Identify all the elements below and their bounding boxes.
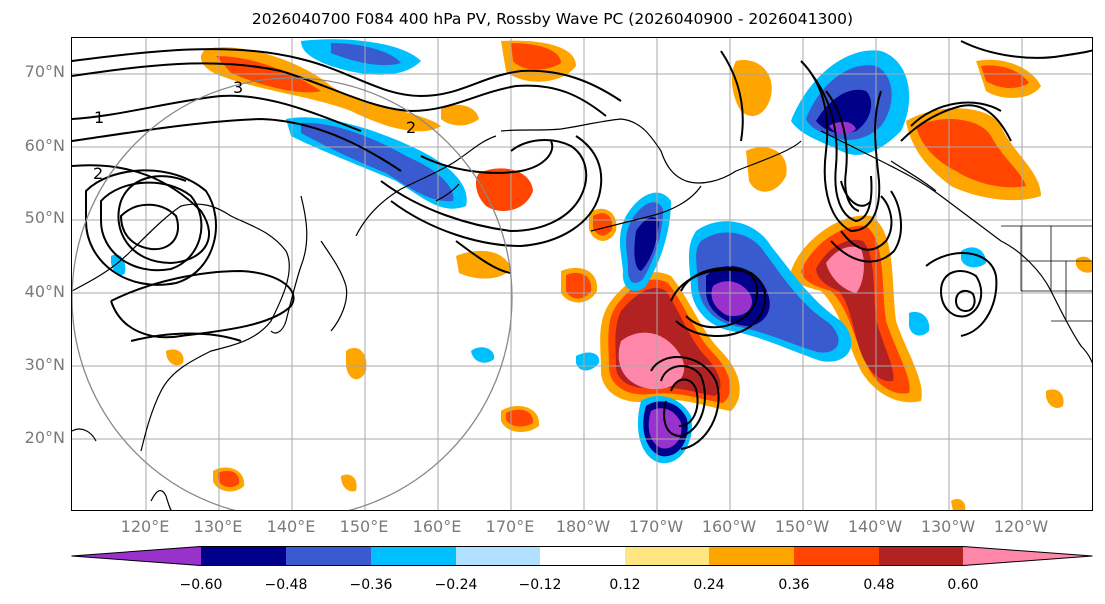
anomaly-pink-central-pacific — [618, 332, 685, 390]
anomaly-red-ne-large — [916, 118, 1026, 188]
anomaly-red-center — [475, 168, 533, 211]
anomaly-purple-midpacific — [711, 281, 752, 317]
colorbar-bin-1 — [201, 546, 286, 566]
anomaly-orange-blob16 — [951, 499, 966, 510]
anomaly-blue-blob9 — [576, 352, 600, 371]
lat-label-50n: 50°N — [24, 208, 65, 227]
lon-label-160e: 160°E — [412, 517, 462, 536]
lon-label-150e: 150°E — [339, 517, 389, 536]
pv-map-graphic: 1 2 3 2 — [72, 38, 1092, 510]
colorbar-bin-3 — [371, 546, 456, 566]
anomaly-orange-blob7 — [166, 349, 184, 366]
lon-label-170w: 170°W — [628, 517, 684, 536]
lon-label-140w: 140°W — [847, 517, 903, 536]
anomaly-blue-blob10 — [909, 311, 930, 336]
colorbar-tick-3: −0.36 — [349, 577, 393, 593]
lon-label-180w: 180°W — [555, 517, 611, 536]
anomaly-red-blob5 — [218, 470, 240, 488]
anomaly-red-blob2 — [593, 213, 613, 236]
colorbar-bin-9 — [879, 546, 963, 566]
colorbar-outline — [71, 546, 1093, 566]
colorbar-bin-7 — [709, 546, 794, 566]
borders — [1001, 225, 1092, 322]
contour-label-2-north: 2 — [406, 118, 416, 137]
map-panel: 1 2 3 2 — [71, 37, 1093, 511]
map-title: 2026040700 F084 400 hPa PV, Rossby Wave … — [251, 10, 854, 28]
colorbar-tick-4: −0.24 — [434, 577, 478, 593]
colorbar-bin-8 — [794, 546, 879, 566]
lat-label-40n: 40°N — [24, 282, 65, 301]
lon-label-120w: 120°W — [993, 517, 1049, 536]
colorbar-bin-2 — [286, 546, 371, 566]
lat-label-70n: 70°N — [24, 62, 65, 81]
anomaly-blue-blob8 — [471, 347, 495, 363]
colorbar-tick-10: 0.60 — [947, 577, 979, 593]
lon-label-130w: 130°W — [920, 517, 976, 536]
lat-label-20n: 20°N — [24, 428, 65, 447]
anomaly-navy-gulf — [816, 89, 872, 134]
colorbar-tick-6: 0.12 — [609, 577, 641, 593]
colorbar-tick-8: 0.36 — [778, 577, 810, 593]
contour-label-1: 1 — [94, 108, 104, 127]
anomaly-orange-blob3 — [346, 347, 367, 380]
colorbar-tick-2: −0.48 — [264, 577, 308, 593]
lon-label-170e: 170°E — [485, 517, 535, 536]
reference-circle — [72, 77, 513, 510]
anomaly-navy-central — [634, 217, 659, 271]
anomaly-orange-blob6 — [341, 474, 357, 492]
anomaly-orange-kamchatka — [746, 147, 787, 192]
anomaly-orange-midwest — [456, 250, 511, 279]
lon-label-160w: 160°W — [701, 517, 757, 536]
contour-label-3: 3 — [233, 78, 243, 97]
colorbar-extend-max — [963, 546, 1093, 566]
pv-contours — [72, 40, 1092, 450]
colorbar — [71, 546, 1093, 566]
graticule — [72, 38, 1092, 510]
anomaly-red-north-center — [511, 43, 561, 70]
anomaly-orange-blob14 — [1046, 389, 1064, 408]
lon-label-150w: 150°W — [774, 517, 830, 536]
lat-label-60n: 60°N — [24, 136, 65, 155]
contour-label-2-west: 2 — [93, 164, 103, 183]
colorbar-extend-min — [71, 546, 201, 566]
lat-label-30n: 30°N — [24, 355, 65, 374]
lon-label-140e: 140°E — [266, 517, 316, 536]
anomaly-red-blob1 — [566, 272, 592, 299]
contour-labels: 1 2 3 2 — [93, 78, 416, 183]
lon-label-130e: 130°E — [193, 517, 243, 536]
anomaly-navy-north — [331, 43, 401, 66]
anomaly-red-blob4 — [506, 409, 534, 427]
anomaly-orange-blob15 — [1076, 256, 1092, 273]
colorbar-bin-4 — [456, 546, 540, 566]
colorbar-bin-6 — [625, 546, 709, 566]
colorbar-tick-5: −0.12 — [518, 577, 562, 593]
colorbar-bin-5 — [540, 546, 625, 566]
anomaly-orange-blob13 — [441, 104, 479, 126]
lon-label-120e: 120°E — [120, 517, 170, 536]
anomaly-red-far-ne — [981, 65, 1029, 89]
coastlines — [72, 118, 1092, 510]
colorbar-tick-9: 0.48 — [863, 577, 895, 593]
colorbar-tick-1: −0.60 — [179, 577, 223, 593]
colorbar-tick-7: 0.24 — [693, 577, 725, 593]
